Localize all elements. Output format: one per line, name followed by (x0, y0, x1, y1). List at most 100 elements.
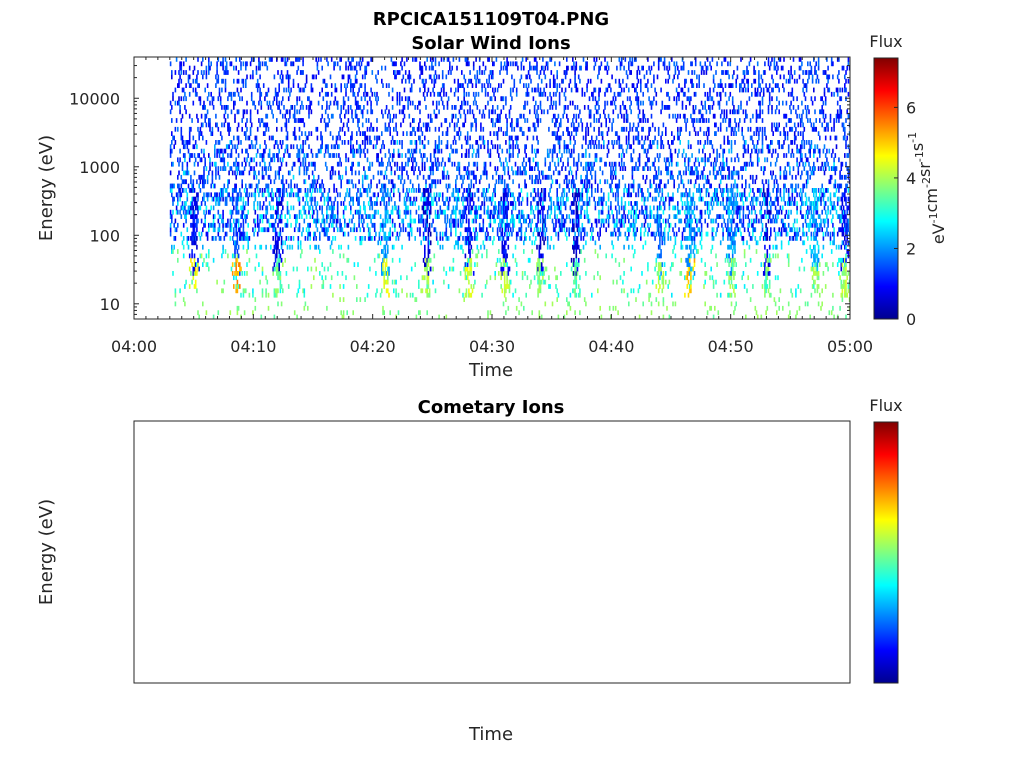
heatmap-cell (360, 236, 363, 241)
heatmap-cell (393, 192, 395, 198)
heatmap-cell (496, 257, 499, 263)
heatmap-cell (558, 100, 561, 106)
heatmap-cell (370, 87, 372, 93)
heatmap-cell (434, 288, 437, 294)
heatmap-cell (272, 135, 274, 141)
heatmap-cell (591, 135, 593, 141)
heatmap-cell (391, 157, 394, 163)
heatmap-cell (457, 96, 459, 102)
heatmap-cell (515, 305, 518, 311)
heatmap-cell (424, 192, 426, 198)
heatmap-cell (561, 153, 563, 158)
heatmap-cell (323, 218, 326, 224)
heatmap-cell (169, 61, 172, 67)
heatmap-cell (327, 192, 329, 198)
heatmap-cell (308, 131, 310, 136)
heatmap-cell (599, 65, 601, 71)
heatmap-cell (234, 240, 236, 246)
heatmap-cell (347, 126, 350, 132)
heatmap-cell (499, 227, 501, 233)
heatmap-cell (550, 96, 553, 102)
heatmap-cell (477, 249, 480, 254)
heatmap-cell (542, 65, 544, 71)
heatmap-cell (237, 161, 240, 167)
heatmap-cell (340, 227, 342, 233)
heatmap-cell (200, 131, 203, 136)
heatmap-cell (231, 201, 234, 206)
heatmap-cell (388, 109, 390, 115)
heatmap-cell (598, 70, 600, 75)
heatmap-cell (591, 91, 593, 97)
heatmap-cell (208, 253, 210, 259)
heatmap-cell (280, 257, 283, 263)
heatmap-cell (228, 131, 230, 136)
heatmap-cell (334, 61, 337, 67)
heatmap-cell (403, 209, 406, 215)
heatmap-cell (383, 236, 385, 241)
heatmap-cell (591, 166, 593, 171)
heatmap-cell (216, 148, 218, 154)
heatmap-cell (387, 113, 389, 119)
heatmap-cell (529, 65, 531, 71)
heatmap-cell (317, 100, 320, 106)
heatmap-cell (506, 65, 508, 71)
heatmap-cell (188, 284, 191, 289)
heatmap-cell (296, 144, 298, 150)
heatmap-cell (385, 83, 388, 88)
heatmap-cell (524, 105, 526, 110)
heatmap-cell (486, 196, 488, 202)
heatmap-cell (531, 87, 533, 93)
heatmap-cell (475, 78, 477, 84)
heatmap-cell (425, 266, 427, 272)
heatmap-cell (487, 144, 489, 150)
heatmap-cell (236, 135, 239, 141)
heatmap-cell (464, 78, 467, 84)
heatmap-cell (369, 166, 371, 171)
heatmap-cell (438, 74, 440, 80)
heatmap-cell (228, 126, 230, 132)
heatmap-cell (608, 161, 611, 167)
heatmap-cell (364, 236, 366, 241)
heatmap-cell (182, 297, 185, 302)
heatmap-cell (515, 122, 518, 128)
heatmap-cell (572, 271, 574, 276)
heatmap-cell (289, 244, 291, 250)
heatmap-cell (572, 218, 574, 224)
heatmap-cell (520, 126, 523, 132)
heatmap-cell (525, 91, 527, 97)
heatmap-cell (314, 257, 316, 263)
heatmap-cell (329, 214, 332, 219)
heatmap-cell (570, 87, 573, 93)
heatmap-cell (449, 61, 451, 67)
heatmap-cell (282, 196, 284, 202)
heatmap-cell (475, 91, 477, 97)
heatmap-cell (203, 257, 205, 263)
heatmap-cell (465, 240, 468, 246)
heatmap-cell (542, 271, 544, 276)
heatmap-cell (369, 236, 371, 241)
heatmap-cell (594, 218, 597, 224)
heatmap-cell (304, 83, 307, 88)
heatmap-cell (546, 214, 549, 219)
heatmap-cell (180, 118, 183, 123)
heatmap-cell (256, 126, 259, 132)
heatmap-cell (525, 170, 527, 176)
heatmap-cell (185, 140, 187, 145)
heatmap-cell (446, 57, 449, 62)
heatmap-cell (427, 253, 430, 259)
heatmap-cell (287, 170, 290, 176)
heatmap-cell (326, 227, 328, 233)
heatmap-cell (464, 266, 467, 272)
heatmap-cell (184, 157, 186, 163)
heatmap-cell (217, 78, 220, 84)
heatmap-cell (376, 201, 378, 206)
heatmap-cell (210, 183, 212, 189)
heatmap-cell (539, 100, 542, 106)
heatmap-cell (507, 188, 510, 193)
heatmap-cell (612, 96, 615, 102)
heatmap-cell (366, 91, 369, 97)
heatmap-cell (347, 179, 350, 185)
heatmap-cell (604, 65, 606, 71)
heatmap-cell (540, 266, 543, 272)
heatmap-cell (260, 244, 263, 250)
